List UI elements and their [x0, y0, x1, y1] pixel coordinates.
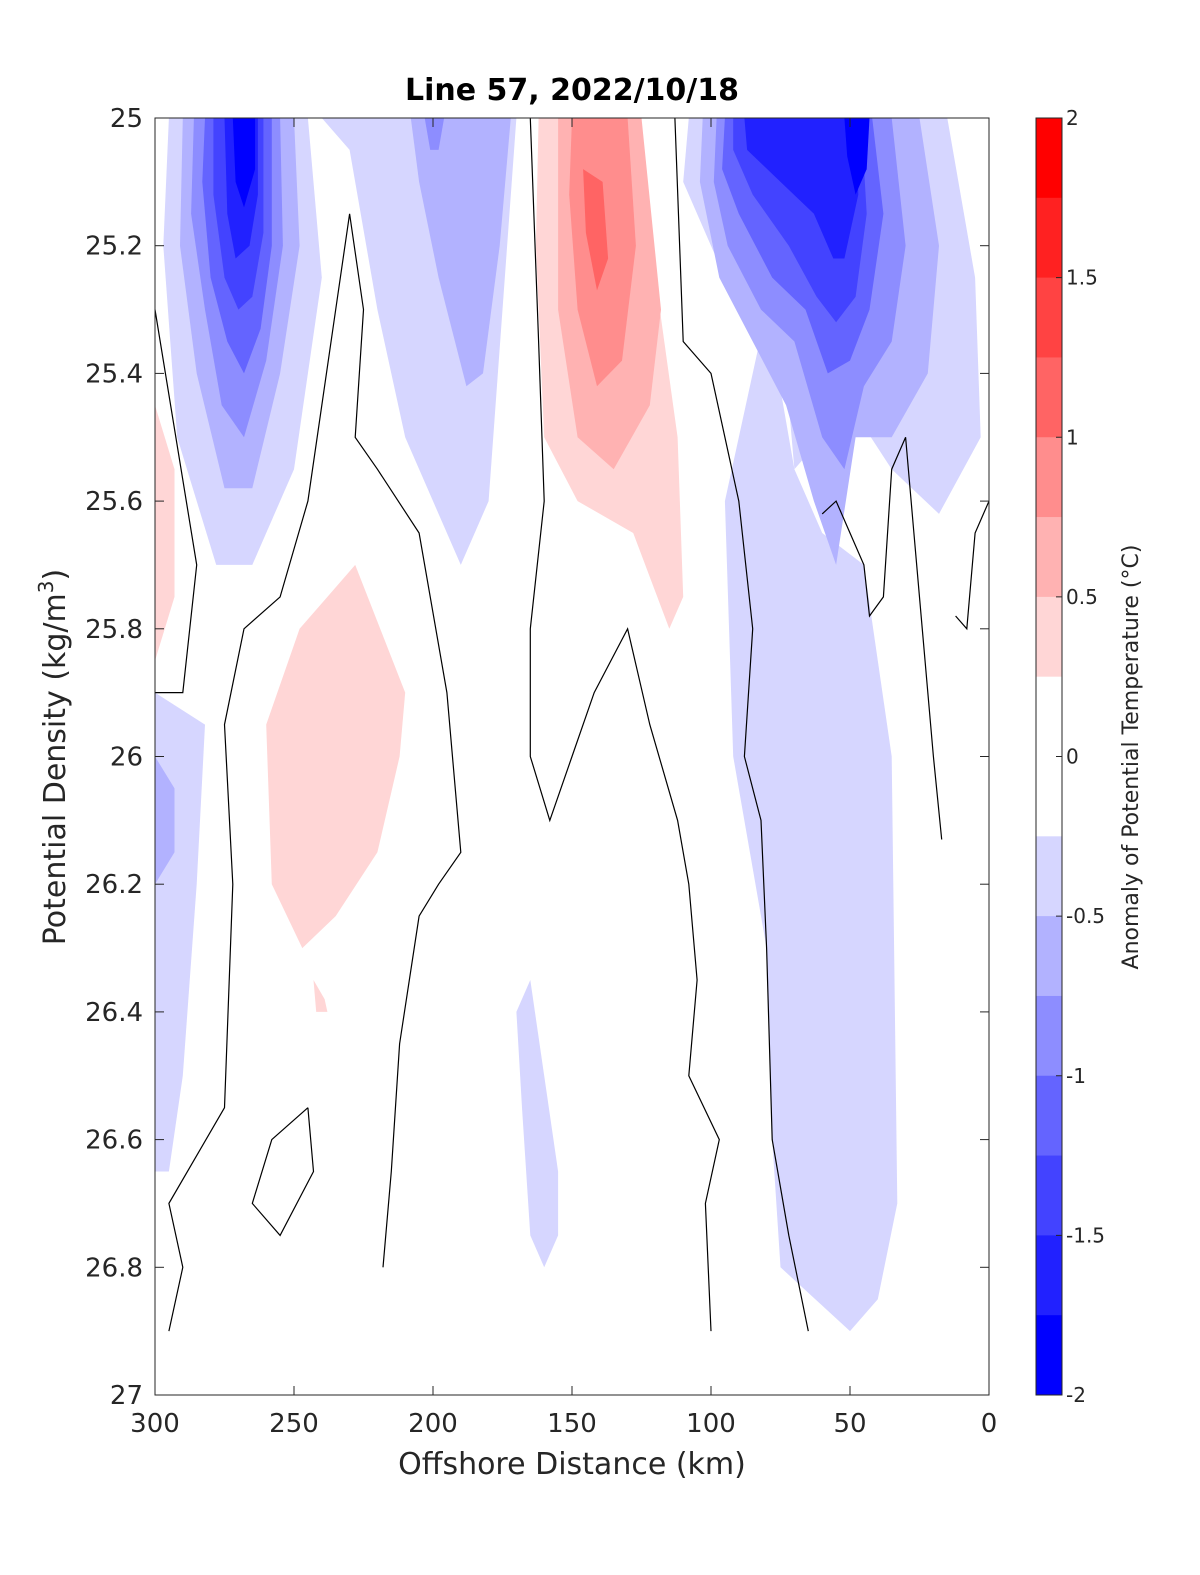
y-tick-label: 26 [110, 743, 143, 773]
blob-mid-blue-8 [410, 118, 511, 387]
colorbar-ticks: 2 1.5 1 0.5 0 -0.5 -1 -1.5 -2 [1056, 106, 1105, 1407]
colorbar-tick-label: -0.5 [1066, 904, 1105, 928]
zero-contour-4 [821, 437, 943, 840]
blob-east-blue-20 [744, 118, 859, 259]
x-tick-label: 200 [408, 1409, 458, 1439]
y-tick-label: 26.4 [85, 998, 143, 1028]
colorbar-title: Anomaly of Potential Temperature (°C) [1119, 545, 1144, 970]
colorbar-block [1036, 118, 1062, 199]
y-tick-label: 25.4 [85, 359, 143, 389]
chart-title: Line 57, 2022/10/18 [405, 73, 739, 108]
zero-contour-6 [251, 1107, 315, 1237]
zero-contour-3 [674, 117, 809, 1332]
y-tick-label: 26.2 [85, 870, 143, 900]
blob-far-west-red-22 [155, 405, 175, 661]
zero-contour-0 [154, 309, 198, 694]
x-tick-label: 0 [981, 1409, 998, 1439]
y-tick-label: 25.8 [85, 615, 143, 645]
zero-contour-5 [955, 500, 990, 631]
colorbar-block [1036, 277, 1062, 358]
y-axis-title-sup: 3 [34, 580, 58, 593]
colorbar-block [1036, 197, 1062, 279]
x-axis-title: Offshore Distance (km) [398, 1447, 746, 1482]
blob-center-red-26 [313, 980, 328, 1012]
colorbar: 2 1.5 1 0.5 0 -0.5 -1 -1.5 -2 [1035, 106, 1105, 1407]
plot-area: 300 250 200 150 100 50 0 2525.225.425.625.8262… [85, 104, 997, 1439]
blob-east-blue-21 [844, 118, 870, 195]
x-tick-label: 300 [130, 1409, 180, 1439]
colorbar-block [1036, 596, 1062, 678]
filled-contours [155, 118, 981, 1332]
blob-mid-blue-9 [424, 118, 445, 150]
colorbar-tick-label: 1 [1066, 425, 1079, 449]
colorbar-block [1036, 1075, 1062, 1157]
colorbar-block [1036, 517, 1062, 598]
colorbar-block [1036, 1155, 1062, 1236]
y-tick-label: 25.2 [85, 232, 143, 262]
y-tick-label: 27 [110, 1381, 143, 1411]
blob-center-red-25 [266, 564, 406, 949]
colorbar-block [1036, 357, 1062, 438]
colorbar-tick-label: -1 [1066, 1064, 1086, 1088]
y-tick-label: 26.8 [85, 1253, 143, 1283]
y-axis-title: Potential Density (kg/m3) [34, 569, 73, 945]
colorbar-block [1036, 836, 1062, 917]
colorbar-tick-label: 0.5 [1066, 585, 1098, 609]
x-ticks: 300 250 200 150 100 50 0 [130, 118, 997, 1439]
x-tick-label: 250 [269, 1409, 319, 1439]
y-ticks: 25 25.2 25.4 25.6 25.8 26 26.2 26.4 26.6 26.8 27 [85, 104, 989, 1411]
y-tick-label: 25 [110, 104, 143, 134]
blob-south-blue-27 [516, 980, 559, 1268]
x-tick-label: 150 [547, 1409, 597, 1439]
colorbar-blocks [1036, 118, 1062, 1396]
blob-east-blue-15 [724, 309, 898, 1332]
blob-red-13 [583, 169, 609, 291]
colorbar-block [1036, 916, 1062, 997]
colorbar-tick-label: -1.5 [1066, 1223, 1105, 1247]
colorbar-block [1036, 437, 1062, 518]
colorbar-block [1036, 1235, 1062, 1316]
y-tick-label: 25.6 [85, 487, 143, 517]
y-axis-title-close: ) [38, 569, 73, 581]
blob-west-blue-6 [232, 118, 256, 208]
colorbar-tick-label: 0 [1066, 745, 1079, 769]
colorbar-tick-label: 2 [1066, 106, 1079, 130]
zero-contour-1 [168, 213, 462, 1332]
colorbar-block [1036, 995, 1062, 1077]
colorbar-tick-label: -2 [1066, 1383, 1086, 1407]
y-tick-label: 26.6 [85, 1126, 143, 1156]
contour-lines [154, 117, 990, 1332]
blob-far-west-blue-24 [155, 756, 175, 885]
x-tick-label: 50 [833, 1409, 866, 1439]
colorbar-block [1036, 1315, 1062, 1396]
zero-contour-2 [529, 117, 720, 1332]
y-axis-title-main: Potential Density (kg/m [38, 593, 73, 945]
colorbar-tick-label: 1.5 [1066, 266, 1098, 290]
x-tick-label: 100 [686, 1409, 736, 1439]
